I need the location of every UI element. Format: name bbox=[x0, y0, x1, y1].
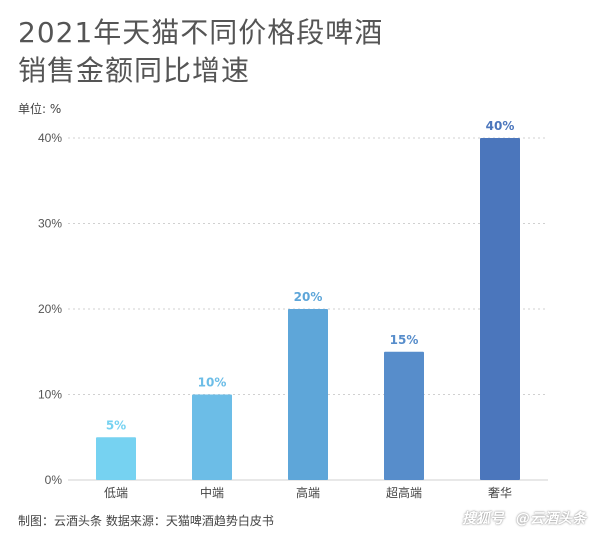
y-tick-label: 10% bbox=[38, 388, 62, 402]
bar bbox=[480, 138, 520, 480]
data-label: 5% bbox=[106, 418, 126, 432]
y-tick-label: 20% bbox=[38, 302, 62, 316]
watermark: 搜狐号 @云酒头条 bbox=[462, 508, 586, 528]
bar bbox=[192, 394, 232, 480]
x-tick-label: 中端 bbox=[200, 485, 224, 500]
bar bbox=[384, 351, 424, 480]
data-label: 15% bbox=[390, 333, 419, 347]
data-label: 20% bbox=[294, 290, 323, 304]
y-tick-label: 40% bbox=[38, 131, 62, 145]
title-line-1: 2021年天猫不同价格段啤酒 bbox=[18, 16, 384, 49]
x-tick-label: 奢华 bbox=[488, 486, 512, 500]
bar-layer bbox=[96, 138, 520, 480]
watermark-author: @云酒头条 bbox=[516, 511, 586, 527]
x-tick-label: 高端 bbox=[296, 485, 320, 500]
bar bbox=[288, 309, 328, 480]
bar bbox=[96, 437, 136, 480]
y-tick-label: 30% bbox=[38, 217, 62, 231]
chart-title: 2021年天猫不同价格段啤酒 销售金额同比增速 bbox=[18, 14, 578, 90]
x-tick-label: 低端 bbox=[104, 486, 128, 500]
data-label: 40% bbox=[486, 119, 515, 133]
watermark-platform: 搜狐号 bbox=[462, 511, 504, 527]
title-line-2: 销售金额同比增速 bbox=[18, 54, 251, 87]
x-tick-label: 超高端 bbox=[386, 485, 422, 500]
unit-label: 单位: % bbox=[18, 102, 62, 116]
y-tick-label: 0% bbox=[45, 473, 63, 487]
data-label: 10% bbox=[198, 376, 227, 390]
label-layer: 5% 低端 10% 中端 20% 高端 15% 超高端 40% 奢华 bbox=[104, 119, 514, 500]
footer-source: 制图：云酒头条 数据来源：天猫啤酒趋势白皮书 bbox=[18, 514, 274, 528]
